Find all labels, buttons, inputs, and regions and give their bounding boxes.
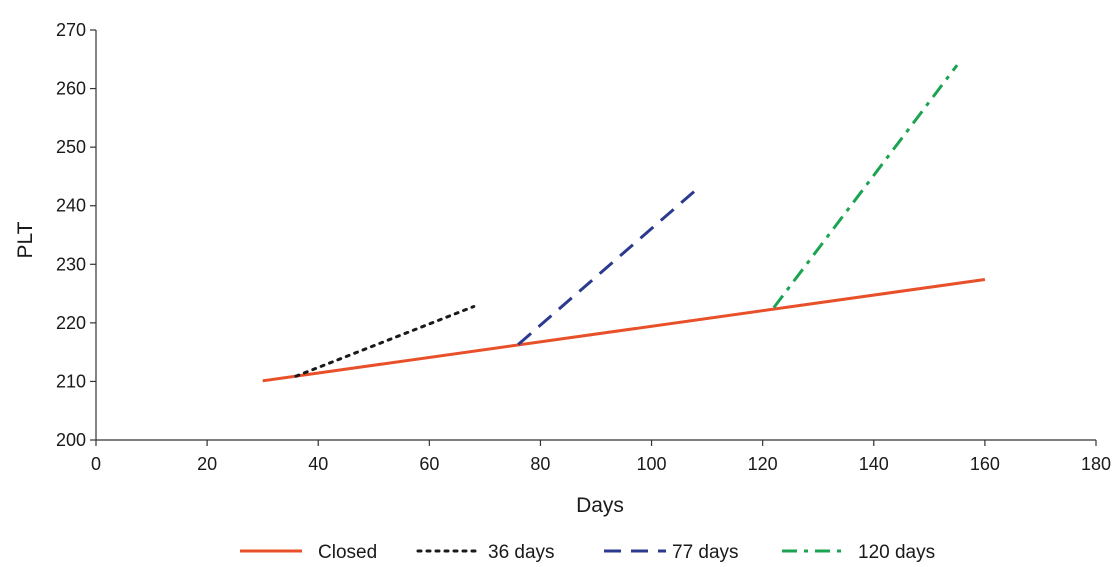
- axes: 0 20 40 60 80 100 120 140 160 180 200 210 220 230 240 2…: [56, 20, 1111, 474]
- y-axis-title: PLT: [14, 221, 37, 258]
- y-tick-label: 230: [56, 254, 86, 274]
- series-line-1: [294, 305, 476, 378]
- series-line-3: [772, 64, 959, 309]
- x-tick-label: 40: [308, 454, 328, 474]
- x-tick-label: 20: [197, 454, 217, 474]
- x-tick-label: 120: [748, 454, 778, 474]
- x-tick-label: 100: [637, 454, 667, 474]
- series-lines: [262, 64, 986, 383]
- y-tick-label: 210: [56, 371, 86, 391]
- x-tick-label: 80: [530, 454, 550, 474]
- legend-label-1: 36 days: [488, 542, 555, 563]
- y-tick-label: 250: [56, 137, 86, 157]
- legend-label-3: 120 days: [858, 542, 935, 563]
- legend-label-0: Closed: [318, 542, 377, 563]
- legend: Closed 36 days 77 days 120 days: [240, 542, 935, 563]
- x-tick-label: 160: [970, 454, 1000, 474]
- y-tick-label: 240: [56, 196, 86, 216]
- series-line-0: [262, 278, 986, 383]
- y-tick-label: 270: [56, 20, 86, 40]
- y-tick-label: 220: [56, 313, 86, 333]
- series-line-2: [517, 188, 697, 346]
- x-tick-label: 0: [91, 454, 101, 474]
- y-tick-label: 260: [56, 79, 86, 99]
- y-tick-label: 200: [56, 430, 86, 450]
- x-axis-title: Days: [576, 494, 624, 517]
- legend-label-2: 77 days: [672, 542, 739, 563]
- x-tick-label: 60: [419, 454, 439, 474]
- x-tick-label: 180: [1081, 454, 1111, 474]
- x-tick-label: 140: [859, 454, 889, 474]
